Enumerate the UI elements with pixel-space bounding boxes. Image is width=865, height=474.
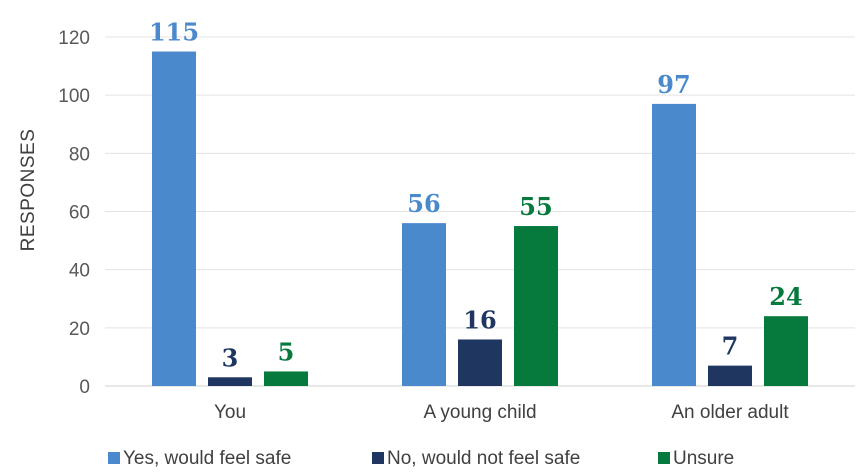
bar [764,316,808,386]
data-label: 97 [657,70,690,99]
data-label: 5 [278,337,295,366]
legend-label: No, would not feel safe [387,448,580,469]
data-labels: 115 3 5 56 16 55 97 7 24 [149,18,803,373]
legend-label: Yes, would feel safe [123,448,291,469]
bar [652,103,696,387]
y-axis-label: RESPONSES [18,129,39,252]
y-tick-label: 100 [58,86,90,107]
bar [514,226,558,386]
legend-swatch [372,452,384,464]
data-label: 16 [463,305,496,334]
legend-swatch [658,452,670,464]
y-tick-label: 120 [58,28,90,49]
data-label: 24 [769,282,802,311]
bar [152,51,196,387]
bar [208,377,252,386]
legend-swatch [108,452,120,464]
gridlines [105,36,855,387]
bar [264,371,308,386]
y-tick-label: 0 [79,377,90,398]
data-label: 7 [722,332,739,361]
y-tick-label: 40 [69,261,90,282]
data-label: 115 [149,18,199,47]
bar [708,365,752,386]
legend-label: Unsure [673,448,734,469]
category-label: An older adult [671,402,789,423]
y-tick-label: 80 [69,144,90,165]
y-tick-label: 60 [69,203,90,224]
data-label: 56 [407,189,440,218]
bars [152,51,808,387]
y-tick-label: 20 [69,319,90,340]
legend: Yes, would feel safe No, would not feel s… [108,448,734,469]
bar [458,339,502,386]
data-label: 3 [222,343,239,372]
y-axis-ticks: 0 20 40 60 80 100 120 [58,28,90,398]
category-labels: You A young child An older adult [214,402,789,423]
bar [402,223,446,386]
category-label: A young child [423,402,536,423]
category-label: You [214,402,246,423]
data-label: 55 [519,192,552,221]
